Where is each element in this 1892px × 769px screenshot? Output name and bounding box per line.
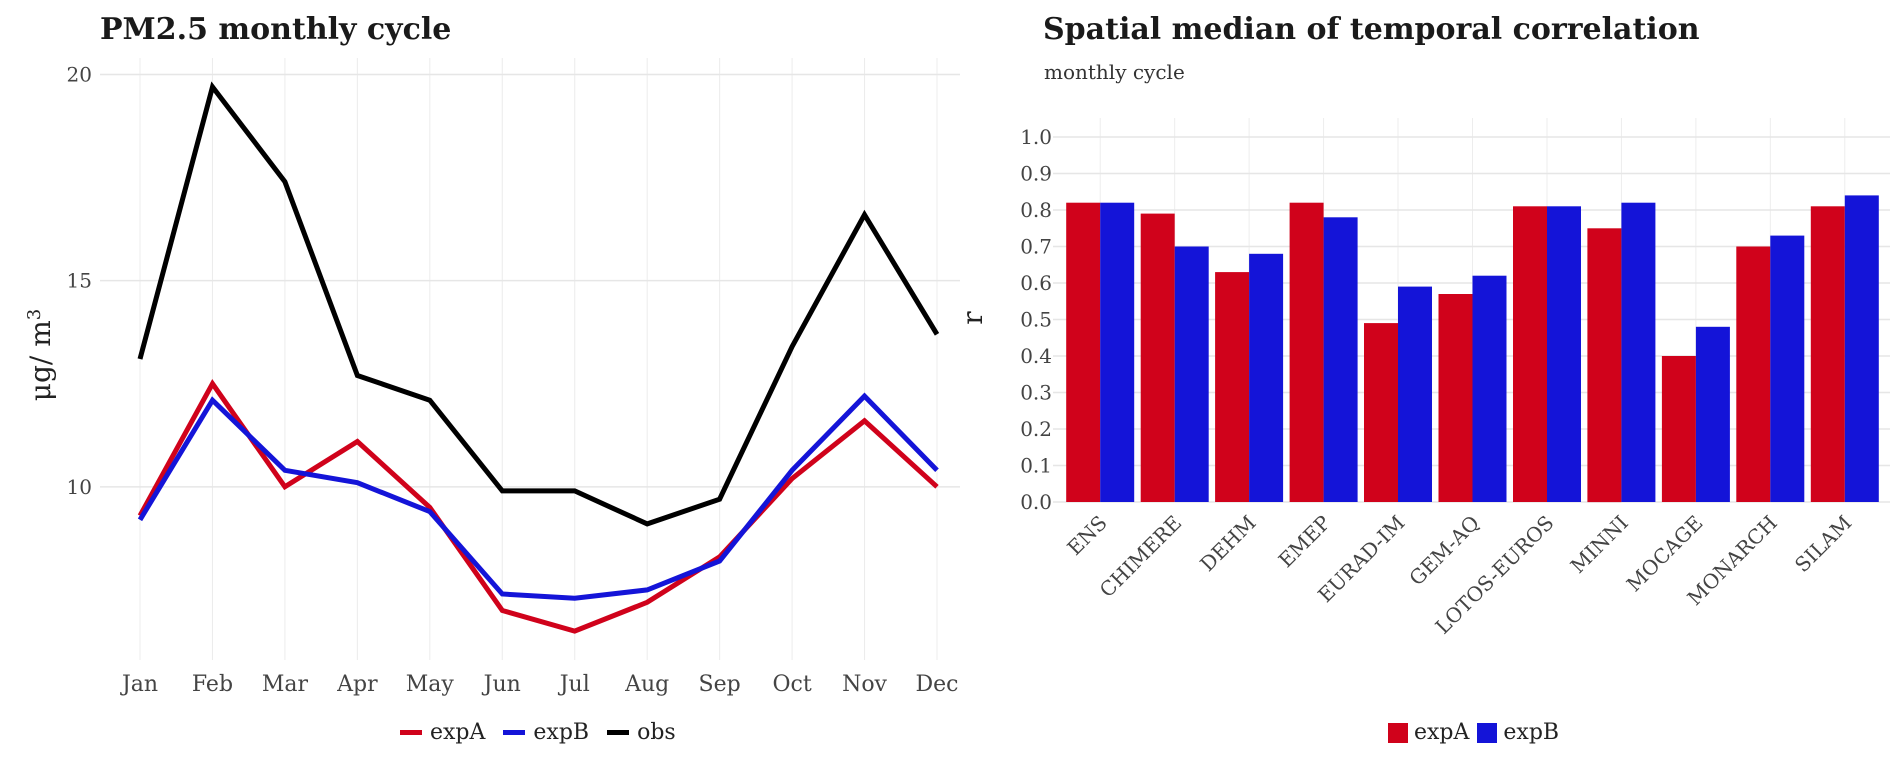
line-chart-title: PM2.5 monthly cycle	[100, 12, 452, 47]
legend-label-expB: expB	[1503, 720, 1560, 745]
bar-expA-ENS	[1066, 202, 1101, 502]
x-tick-label: Mar	[262, 672, 309, 697]
legend-item-expB: expB	[1477, 720, 1559, 745]
bar-expA-MINNI	[1587, 228, 1622, 503]
y-tick-label: 0.1	[1020, 454, 1052, 478]
line-chart-legend: expA expB obs	[400, 720, 694, 745]
legend-swatch-expB	[503, 730, 526, 735]
x-tick-label: ENS	[1062, 511, 1111, 560]
bar-chart-panel: Spatial median of temporal correlation m…	[960, 0, 1892, 769]
x-tick-label: DEHM	[1195, 511, 1260, 576]
y-tick-label: 0.3	[1020, 381, 1052, 405]
bar-expB-CHIMERE	[1174, 246, 1209, 502]
series-line-obs	[137, 81, 940, 527]
bar-expA-SILAM	[1810, 206, 1845, 503]
series-line-expB	[137, 392, 939, 601]
legend-label-expA: expA	[430, 720, 486, 745]
x-tick-label: MINNI	[1566, 511, 1633, 578]
bar-expA-MOCAGE	[1661, 356, 1696, 502]
bar-expB-DEHM	[1249, 253, 1284, 502]
bar-expA-MONARCH	[1736, 246, 1771, 502]
bar-chart-svg: 0.00.10.20.30.40.50.60.70.80.91.0rENSCHI…	[960, 118, 1890, 639]
x-tick-label: May	[406, 672, 455, 697]
bar-expB-GEM-AQ	[1472, 275, 1507, 502]
legend-label-expA: expA	[1414, 720, 1470, 745]
x-tick-label: Sep	[699, 672, 741, 697]
x-tick-label: Dec	[916, 672, 959, 697]
legend-swatch-expA	[400, 730, 422, 735]
x-tick-label: Aug	[624, 672, 669, 697]
legend-swatch-obs	[607, 730, 630, 735]
y-axis-label: r	[960, 311, 989, 325]
line-chart-panel: PM2.5 monthly cycle 10 15 20 Jan Feb Mar Apr Ma…	[24, 12, 960, 745]
legend-swatch-expA	[1388, 722, 1408, 743]
bar-chart-title: Spatial median of temporal correlation	[1043, 12, 1700, 47]
legend-item-expB: expB	[503, 720, 589, 745]
bar-expA-EMEP	[1289, 202, 1324, 502]
bar-expB-MOCAGE	[1695, 326, 1730, 502]
bar-expB-ENS	[1100, 202, 1135, 502]
x-tick-label: GEM-AQ	[1404, 511, 1484, 591]
x-tick-label: Apr	[336, 672, 378, 697]
legend-label-obs: obs	[637, 720, 676, 745]
y-tick-label: 20	[67, 62, 92, 86]
line-chart-svg: 10 15 20 Jan Feb Mar Apr May Jun Jul Aug Sep Oct Nov D…	[24, 58, 960, 697]
y-tick-label: 0.6	[1020, 271, 1052, 295]
y-tick-label: 0.4	[1020, 344, 1052, 368]
y-tick-label: 0.2	[1020, 417, 1052, 441]
bar-expA-EURAD-IM	[1364, 323, 1398, 502]
bar-expA-DEHM	[1215, 272, 1250, 502]
y-tick-label: 15	[67, 269, 92, 293]
legend-item-expA: expA	[1388, 720, 1469, 745]
bar-chart-subtitle: monthly cycle	[1044, 60, 1185, 84]
y-tick-label: 10	[67, 475, 92, 499]
bar-expA-CHIMERE	[1140, 213, 1175, 502]
bar-expA-GEM-AQ	[1438, 294, 1473, 502]
x-tick-label: SILAM	[1790, 511, 1856, 577]
bar-expB-SILAM	[1844, 195, 1879, 502]
x-tick-label: Oct	[772, 672, 811, 697]
legend-swatch-expB	[1477, 722, 1498, 743]
bar-expB-EURAD-IM	[1398, 286, 1432, 502]
legend-label-expB: expB	[533, 720, 590, 745]
x-tick-label: Jun	[482, 672, 521, 697]
bar-chart-legend: expA expB	[1388, 720, 1577, 745]
y-axis-label: μg/ m3	[24, 309, 58, 401]
x-tick-label: Feb	[192, 672, 233, 697]
y-tick-label: 0.5	[1020, 308, 1052, 332]
x-tick-label: Nov	[842, 672, 887, 697]
y-tick-label: 0.0	[1020, 490, 1052, 514]
y-tick-label: 0.9	[1020, 162, 1052, 186]
legend-item-obs: obs	[607, 720, 676, 745]
y-tick-label: 0.8	[1020, 198, 1052, 222]
series-line-expA	[137, 378, 939, 634]
y-tick-label: 1.0	[1020, 125, 1052, 149]
bar-expB-MINNI	[1621, 202, 1656, 502]
legend-item-expA: expA	[400, 720, 485, 745]
x-tick-label: Jan	[120, 672, 158, 697]
x-tick-label: EMEP	[1274, 511, 1336, 573]
x-tick-label: Jul	[558, 672, 590, 697]
bar-expB-MONARCH	[1770, 235, 1805, 502]
bar-expB-LOTOS-EUROS	[1547, 206, 1581, 503]
y-tick-label: 0.7	[1020, 235, 1052, 259]
bar-expB-EMEP	[1323, 217, 1358, 503]
bar-expA-LOTOS-EUROS	[1513, 206, 1547, 503]
